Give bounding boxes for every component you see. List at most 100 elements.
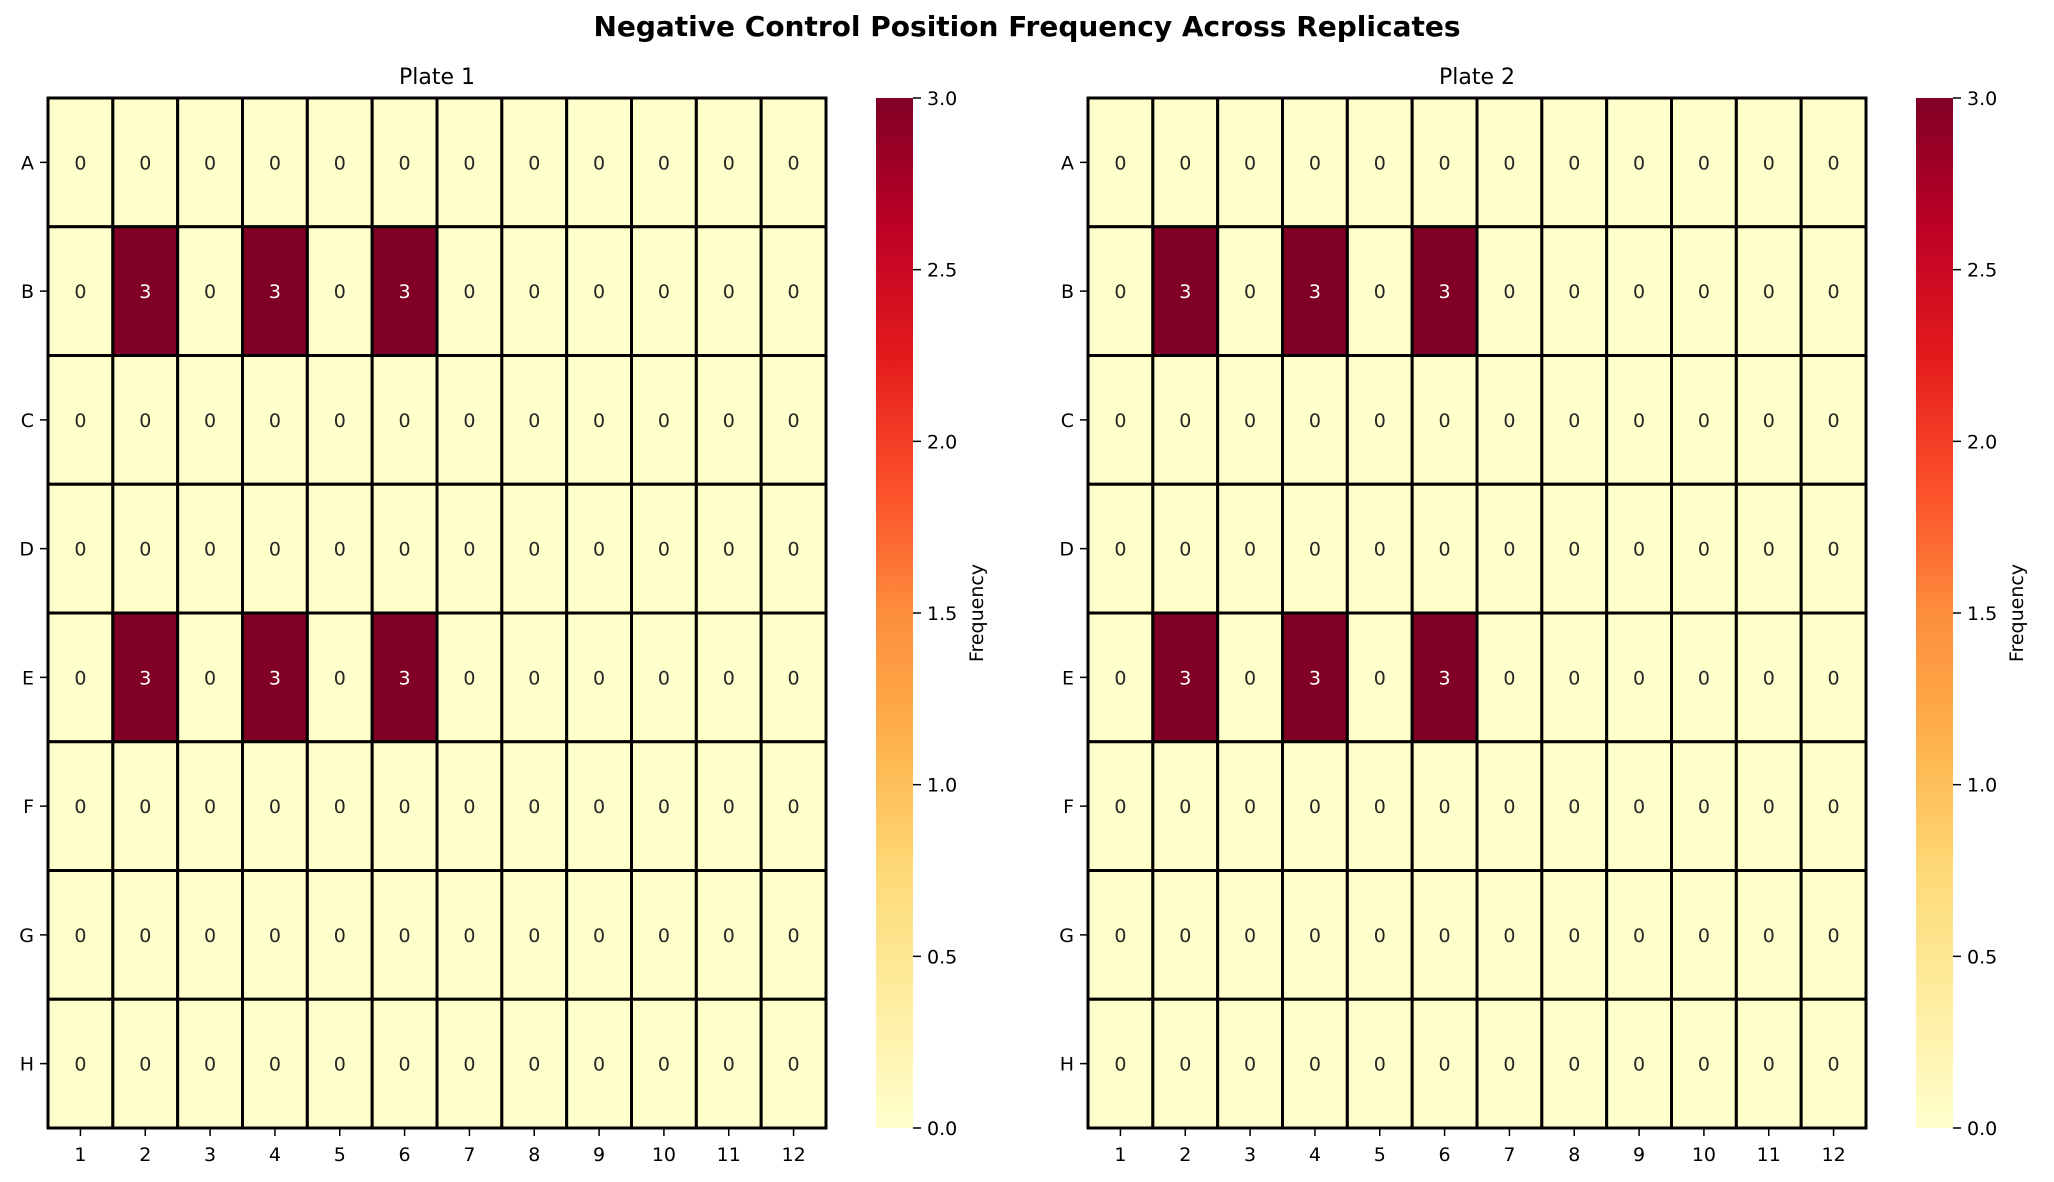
heatmap-cell-B3 (1216, 225, 1284, 357)
heatmap-cell-G6 (370, 869, 439, 1001)
cell-value-label: 0 (528, 539, 540, 561)
cell-value-label: 0 (1439, 152, 1451, 174)
cell-value-label: 0 (1374, 667, 1386, 689)
colorbar-tick-label: 2.5 (1967, 260, 1997, 282)
cell-value-label: 0 (1633, 1054, 1645, 1076)
cell-value-label: 0 (1374, 1054, 1386, 1076)
cell-value-label: 0 (723, 1054, 735, 1076)
cell-value-label: 0 (1633, 925, 1645, 947)
cell-value-label: 0 (1698, 152, 1710, 174)
heatmap-cell-F12 (759, 740, 828, 872)
cell-value-label: 0 (399, 925, 411, 947)
colorbar-label: Frequency (2006, 564, 2028, 662)
cell-value-label: 0 (528, 281, 540, 303)
x-tick-label: 1 (1114, 1144, 1126, 1166)
heatmap-cell-G12 (1799, 869, 1868, 1001)
heatmap-cell-F11 (1734, 740, 1803, 872)
cell-value-label: 0 (1568, 667, 1580, 689)
cell-value-label: 3 (139, 281, 151, 303)
cell-value-label: 0 (1244, 1054, 1256, 1076)
cell-value-label: 3 (399, 281, 411, 303)
cell-value-label: 0 (334, 925, 346, 947)
heatmap-cell-B3 (176, 225, 245, 357)
heatmap-cell-C8 (1540, 354, 1609, 486)
cell-value-label: 0 (658, 410, 670, 432)
x-tick-label: 7 (1503, 1144, 1515, 1166)
heatmap-cell-B6 (1410, 225, 1479, 357)
heatmap-cell-A12 (1799, 96, 1868, 229)
cell-value-label: 0 (74, 1054, 86, 1076)
figure-title: Negative Control Position Frequency Acro… (593, 10, 1461, 43)
cell-value-label: 0 (1633, 796, 1645, 818)
cell-value-label: 0 (723, 281, 735, 303)
cell-value-label: 0 (1114, 281, 1126, 303)
cell-value-label: 0 (1503, 152, 1515, 174)
heatmap-cell-C9 (1605, 354, 1673, 486)
colorbar-tick-label: 1.0 (1967, 775, 1997, 797)
x-tick-label: 12 (781, 1144, 805, 1166)
cell-value-label: 0 (399, 152, 411, 174)
cell-value-label: 0 (1309, 1054, 1321, 1076)
cell-value-label: 0 (1114, 410, 1126, 432)
cell-value-label: 0 (1114, 925, 1126, 947)
cell-value-label: 0 (528, 796, 540, 818)
cell-value-label: 0 (1309, 539, 1321, 561)
cell-value-label: 0 (1114, 539, 1126, 561)
cell-value-label: 0 (1633, 281, 1645, 303)
cell-value-label: 0 (1698, 925, 1710, 947)
cell-value-label: 0 (74, 539, 86, 561)
heatmap-cell-G8 (1540, 869, 1609, 1001)
heatmap-cell-G6 (1410, 869, 1479, 1001)
heatmap-cell-D8 (500, 482, 569, 615)
y-tick-label: H (1060, 1054, 1074, 1076)
heatmap-cell-H4 (1281, 997, 1349, 1130)
heatmap-cell-A8 (500, 96, 569, 229)
cell-value-label: 0 (463, 281, 475, 303)
heatmap-cell-D3 (176, 482, 245, 615)
heatmap-cell-G3 (1216, 869, 1284, 1001)
cell-value-label: 0 (399, 796, 411, 818)
cell-value-label: 0 (1179, 796, 1191, 818)
heatmap-cell-D11 (1734, 482, 1803, 615)
cell-value-label: 0 (399, 410, 411, 432)
cell-value-label: 0 (1568, 410, 1580, 432)
heatmap-cell-C3 (1216, 354, 1284, 486)
heatmap-cell-E3 (176, 611, 245, 744)
heatmap-cell-A12 (759, 96, 828, 229)
cell-value-label: 3 (1309, 667, 1321, 689)
cell-value-label: 0 (593, 1054, 605, 1076)
cell-value-label: 0 (1309, 152, 1321, 174)
cell-value-label: 0 (1568, 796, 1580, 818)
heatmap-cell-F10 (1670, 740, 1738, 872)
heatmap-cell-H8 (1540, 997, 1609, 1130)
colorbar-tick-label: 0.0 (1967, 1118, 1997, 1140)
heatmap-cell-E10 (630, 611, 698, 744)
heatmap-cell-G2 (1151, 869, 1220, 1001)
cell-value-label: 0 (1179, 1054, 1191, 1076)
cell-value-label: 0 (658, 281, 670, 303)
cell-value-label: 0 (1309, 925, 1321, 947)
cell-value-label: 0 (1763, 796, 1775, 818)
heatmap-cell-F3 (176, 740, 245, 872)
heatmap-cell-A7 (1475, 96, 1544, 229)
x-tick-label: 5 (334, 1144, 346, 1166)
cell-value-label: 0 (1698, 1054, 1710, 1076)
cell-value-label: 0 (334, 281, 346, 303)
cell-value-label: 0 (1374, 925, 1386, 947)
cell-value-label: 3 (269, 667, 281, 689)
cell-value-label: 0 (593, 539, 605, 561)
cell-value-label: 0 (334, 410, 346, 432)
cell-value-label: 0 (74, 281, 86, 303)
cell-value-label: 0 (1763, 281, 1775, 303)
cell-value-label: 0 (1374, 152, 1386, 174)
cell-value-label: 0 (1568, 281, 1580, 303)
x-tick-label: 7 (463, 1144, 475, 1166)
cell-value-label: 0 (1763, 539, 1775, 561)
colorbar-tick-label: 0.5 (1967, 946, 1997, 968)
cell-value-label: 0 (1698, 410, 1710, 432)
x-tick-label: 10 (652, 1144, 676, 1166)
cell-value-label: 0 (788, 281, 800, 303)
heatmap-cell-A8 (1540, 96, 1609, 229)
heatmap-cell-F8 (1540, 740, 1609, 872)
heatmap-cell-B12 (1799, 225, 1868, 357)
